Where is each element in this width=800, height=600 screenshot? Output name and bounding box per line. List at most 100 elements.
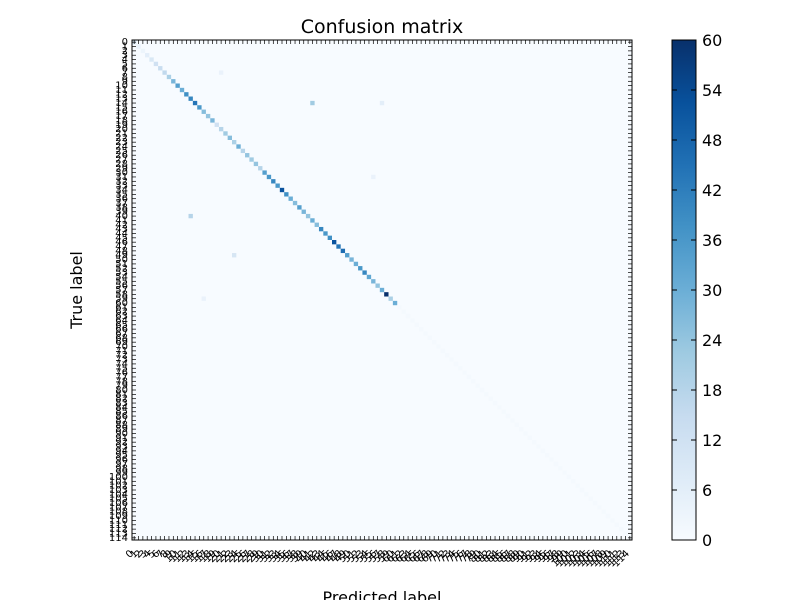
y-tick-label: 63	[115, 311, 128, 322]
heatmap-cell	[601, 509, 606, 514]
heatmap-cell	[323, 231, 328, 236]
y-tick-label: 86	[115, 411, 128, 422]
heatmap-cell	[262, 170, 267, 175]
y-tick-label: 24	[115, 142, 128, 153]
heatmap-cell	[384, 292, 389, 297]
heatmap-cell	[475, 383, 480, 388]
y-tick-label: 16	[115, 107, 128, 118]
y-tick-label: 25	[115, 146, 128, 157]
y-tick-label: 27	[115, 155, 128, 166]
heatmap-cell	[297, 205, 302, 210]
y-tick-label: 70	[115, 342, 128, 353]
y-tick-label: 11	[115, 85, 128, 96]
y-tick-label: 71	[115, 346, 128, 357]
heatmap-cell	[227, 135, 232, 140]
heatmap-cell	[336, 244, 341, 249]
heatmap-cell	[253, 161, 259, 167]
heatmap-cell	[179, 87, 185, 93]
y-tick-label: 20	[115, 124, 128, 135]
heatmap-cell	[514, 422, 519, 427]
heatmap-cell	[162, 70, 167, 75]
heatmap-cell	[397, 305, 402, 310]
y-tick-label: 78	[115, 376, 128, 387]
heatmap-cell	[575, 483, 580, 488]
y-tick-label: 28	[115, 159, 128, 170]
heatmap-cell	[540, 448, 546, 454]
heatmap-cell	[523, 431, 528, 436]
y-tick-label: 96	[115, 455, 128, 466]
y-tick-label: 83	[115, 398, 128, 409]
heatmap-cell	[158, 66, 163, 71]
heatmap-cell	[192, 100, 198, 106]
heatmap-cell	[292, 200, 298, 206]
heatmap-cell	[366, 274, 372, 280]
y-tick-label: 57	[115, 285, 128, 296]
x-axis-ticks: 0123456789101112131415161718192021222324…	[124, 40, 632, 570]
colorbar-tick-label: 0	[702, 531, 712, 550]
heatmap-cell	[310, 218, 315, 223]
heatmap-cell	[240, 148, 246, 154]
y-tick-label: 39	[115, 207, 128, 218]
heatmap-cell	[197, 105, 202, 110]
y-tick-label: 95	[115, 450, 128, 461]
heatmap-cell	[401, 309, 406, 314]
heatmap-cell	[505, 413, 511, 419]
colorbar-tick-label: 18	[702, 381, 722, 400]
heatmap-cell	[497, 405, 502, 410]
colorbar-tick-label: 24	[702, 331, 722, 350]
colorbar-tick-label: 36	[702, 231, 722, 250]
heatmap-cell	[218, 70, 224, 75]
heatmap-cell	[592, 500, 598, 506]
heatmap-cell	[618, 526, 624, 532]
y-tick-label: 23	[115, 137, 128, 148]
heatmap-cell	[358, 266, 363, 271]
y-tick-label: 75	[115, 363, 128, 374]
heatmap-cell	[332, 240, 337, 245]
heatmap-cell	[405, 313, 411, 319]
y-tick-label: 69	[115, 337, 128, 348]
heatmap-cell	[536, 444, 541, 449]
chart-title: Confusion matrix	[301, 16, 463, 38]
heatmap-cell	[236, 144, 241, 149]
y-tick-label: 100	[109, 472, 128, 483]
y-tick-label: 30	[115, 168, 128, 179]
y-tick-label: 105	[109, 494, 128, 505]
y-tick-label: 47	[115, 242, 128, 253]
heatmap-cell	[223, 131, 228, 136]
heatmap-cell	[610, 518, 615, 523]
y-tick-label: 13	[115, 94, 128, 105]
y-tick-label: 5	[122, 59, 128, 70]
y-tick-label: 55	[115, 276, 128, 287]
y-tick-label: 21	[115, 128, 128, 139]
y-tick-label: 15	[115, 102, 128, 113]
y-tick-label: 14	[115, 98, 128, 109]
heatmap-cell	[258, 166, 263, 171]
heatmap-cell	[566, 474, 572, 480]
y-tick-label: 98	[115, 463, 128, 474]
heatmap-cell	[210, 118, 215, 123]
y-tick-label: 6	[122, 63, 128, 74]
y-tick-label: 93	[115, 442, 128, 453]
y-tick-label: 58	[115, 289, 128, 300]
y-tick-label: 37	[115, 198, 128, 209]
y-tick-label: 89	[115, 424, 128, 435]
heatmap-cell	[136, 44, 141, 49]
heatmap-cell	[371, 174, 376, 180]
heatmap-cell	[549, 457, 554, 462]
y-tick-label: 64	[115, 315, 128, 326]
heatmap-cell	[553, 461, 559, 467]
y-tick-label: 73	[115, 355, 128, 366]
colorbar-ticks: 0 6 12 18 24 30 36 42 48 54 60	[672, 31, 722, 550]
heatmap-cell	[218, 126, 224, 132]
y-tick-label: 40	[115, 211, 128, 222]
heatmap-cell	[510, 418, 515, 423]
heatmap-cell	[427, 335, 432, 340]
heatmap-cell	[597, 505, 602, 510]
heatmap-cell	[371, 279, 376, 284]
heatmap-grid	[132, 40, 632, 540]
y-tick-label: 35	[115, 189, 128, 200]
y-tick-label: 1	[122, 42, 128, 53]
y-tick-label: 113	[109, 528, 128, 539]
heatmap-cell	[562, 470, 567, 475]
